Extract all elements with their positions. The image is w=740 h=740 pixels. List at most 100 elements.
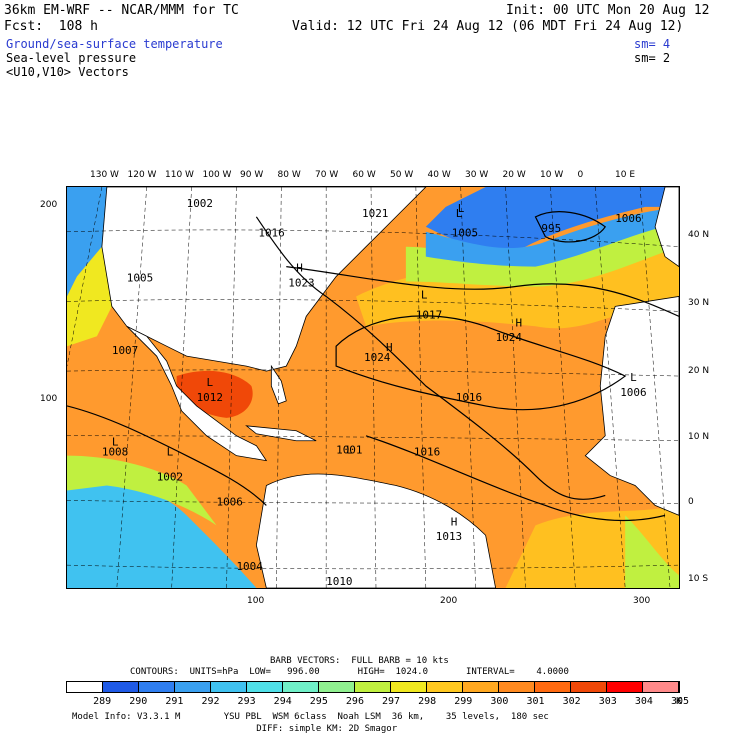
africa-land [584, 296, 679, 516]
colorbar-swatch [643, 682, 679, 692]
colorbar-unit: K [676, 696, 683, 707]
lat-label: 10 N [688, 432, 710, 442]
lon-label: 80 W [277, 170, 301, 180]
mexico-land [126, 325, 268, 462]
pressure-label: 995 [541, 222, 561, 235]
lon-label: 100 W [202, 170, 232, 180]
pressure-label: L [630, 371, 637, 384]
colorbar-label: 298 [418, 696, 437, 707]
pressure-label: 1023 [288, 277, 314, 290]
field-temperature-sm: sm= 4 [634, 37, 671, 51]
grid-label-x-300: 300 [633, 596, 651, 606]
pressure-label: 1016 [456, 391, 482, 404]
pressure-label: 1024 [496, 331, 523, 344]
colorbar-label: 304 [634, 696, 653, 707]
colorbar-swatch [283, 682, 319, 692]
colorbar-label: 290 [129, 696, 148, 707]
pressure-label: 1002 [157, 471, 183, 484]
colorbar-swatch [571, 682, 607, 692]
forecast-hour: Fcst: 108 h [4, 19, 98, 34]
lon-label: 10 E [615, 170, 635, 180]
pressure-label: L [456, 207, 463, 220]
grid-label-y-200: 200 [40, 200, 58, 210]
pressure-label: H [296, 262, 303, 275]
init-time: Init: 00 UTC Mon 20 Aug 12 [506, 3, 710, 18]
cold-sea-band [425, 208, 679, 267]
cuba-land [245, 425, 317, 442]
colorbar-swatch [67, 682, 103, 692]
weather-map: 1002 1016 1023 1021 L 1005 995 1006 1005 L 1017 102… [66, 186, 680, 589]
pressure-labels: 1002 1016 1023 1021 L 1005 995 1006 1005 L 1017 102… [102, 197, 647, 588]
isobar-1012-west [67, 405, 267, 506]
europe-land [654, 187, 679, 268]
valid-time: Valid: 12 UTC Fri 24 Aug 12 (06 MDT Fri … [292, 19, 684, 34]
colorbar-swatch [103, 682, 139, 692]
colorbar-swatch [607, 682, 643, 692]
colorbar-label: 296 [345, 696, 364, 707]
colorbar-label: 303 [598, 696, 617, 707]
field-pressure-sm: sm= 2 [634, 51, 671, 65]
colorbar-swatch [463, 682, 499, 692]
isobar-low-north [534, 211, 607, 243]
graticule [67, 187, 679, 588]
lon-label: 70 W [315, 170, 339, 180]
north-america-land [101, 187, 427, 372]
isobar-1020 [286, 266, 679, 317]
lon-label: 0 [577, 170, 584, 180]
pressure-label: L [207, 376, 214, 389]
colorbar-swatch [319, 682, 355, 692]
pressure-label: 1013 [436, 530, 462, 543]
colorbar-swatch [427, 682, 463, 692]
pressure-label: L [421, 288, 428, 301]
lat-label: 0 [688, 497, 694, 507]
isobar-1016-west [255, 216, 606, 500]
pressure-label: L [167, 446, 174, 459]
lon-label: 90 W [240, 170, 264, 180]
lon-label: 20 W [502, 170, 526, 180]
lon-label: 10 W [540, 170, 564, 180]
pressure-label: 1006 [217, 495, 243, 508]
pressure-label: H [386, 341, 393, 354]
colorbar-swatch [391, 682, 427, 692]
pressure-label: L [458, 202, 465, 215]
pressure-label: 1016 [414, 446, 440, 459]
africa-coast-cool [625, 515, 679, 588]
colorbar-swatch [247, 682, 283, 692]
colorbar-swatch [535, 682, 571, 692]
pressure-label: 1021 [362, 207, 388, 220]
colorbar-label: 297 [382, 696, 401, 707]
colorbar-label: 302 [562, 696, 581, 707]
pressure-label: L [112, 436, 119, 449]
colorbar-swatch [355, 682, 391, 692]
pressure-label: 1005 [127, 272, 153, 285]
grid-label-x-200: 200 [440, 596, 458, 606]
colorbar-swatch [175, 682, 211, 692]
south-america-land [255, 473, 497, 588]
pacific-cool-north [67, 187, 107, 297]
lon-label: 110 W [165, 170, 194, 180]
colorbar-label: 289 [93, 696, 112, 707]
pressure-label: 1006 [615, 212, 641, 225]
lon-label: 30 W [465, 170, 489, 180]
colorbar-label: 300 [490, 696, 509, 707]
lat-label: 20 N [688, 366, 710, 376]
lat-label: 30 N [688, 298, 710, 308]
pacific-mid-south [67, 455, 217, 526]
colorbar [66, 681, 680, 693]
colorbar-label: 295 [309, 696, 328, 707]
pressure-label: 1007 [112, 344, 138, 357]
pressure-label: H [451, 515, 458, 528]
field-temperature: Ground/sea-surface temperature [6, 37, 223, 51]
lon-label: 130 W [90, 170, 119, 180]
colorbar-swatch [139, 682, 175, 692]
pressure-label: 1008 [102, 446, 128, 459]
lon-label: 60 W [352, 170, 376, 180]
pressure-label: 1005 [452, 227, 478, 240]
pressure-label: 1024 [364, 351, 391, 364]
pressure-label: 1006 [620, 386, 646, 399]
field-vectors: <U10,V10> Vectors [6, 65, 129, 79]
colorbar-label: 294 [273, 696, 292, 707]
model-info-line2: DIFF: simple KM: 2D Smagor [72, 724, 398, 734]
lat-label: 10 S [688, 574, 709, 584]
pacific-mid [67, 246, 112, 347]
